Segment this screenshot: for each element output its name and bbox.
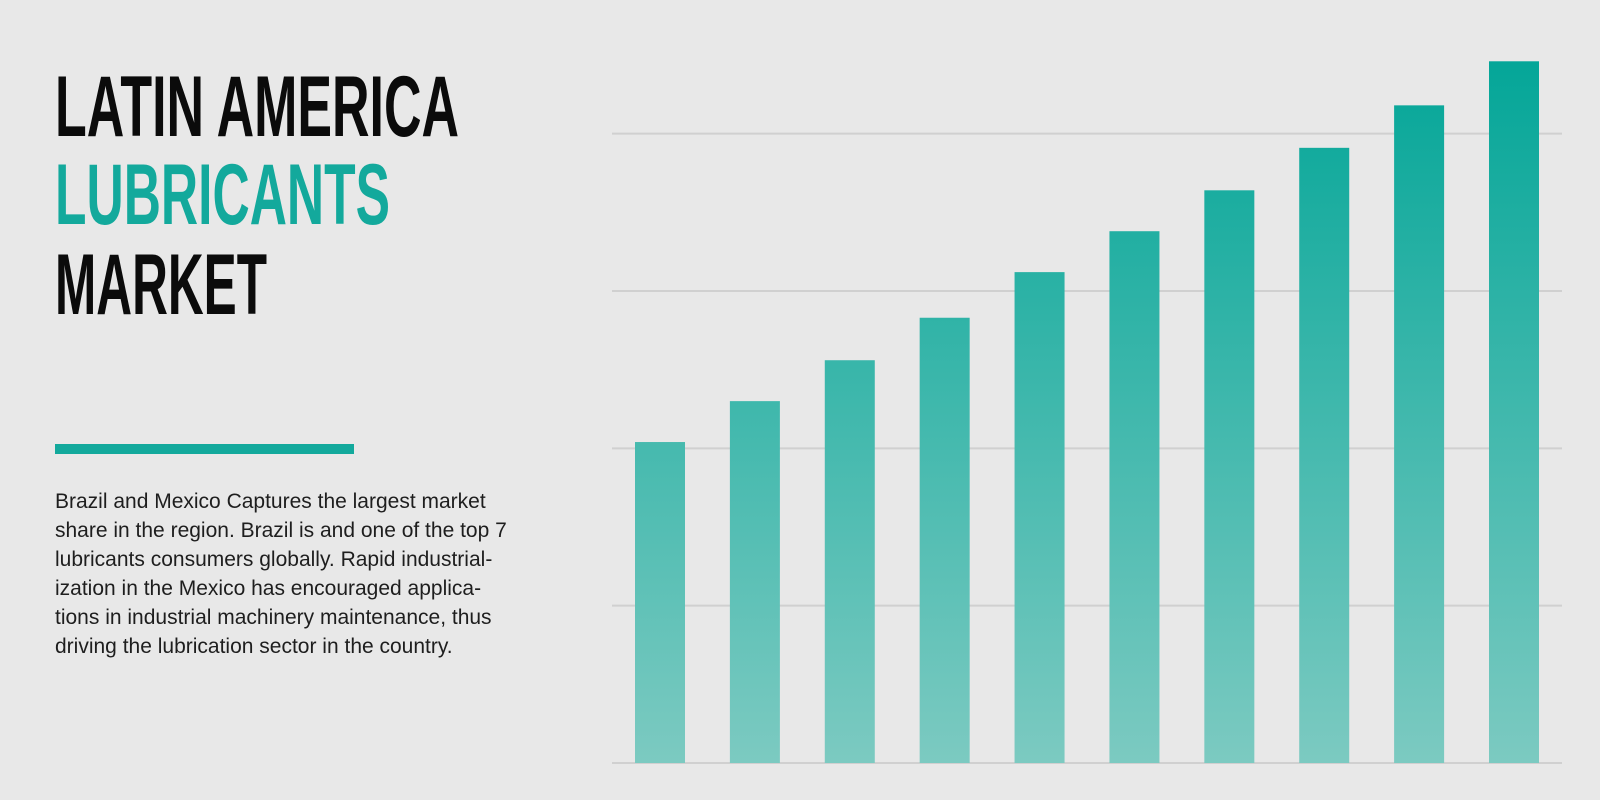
accent-bar (55, 444, 354, 454)
bar (824, 360, 875, 763)
description-line: share in the region. Brazil is and one o… (55, 519, 507, 542)
bar (1109, 231, 1160, 764)
description-line: lubricants consumers globally. Rapid ind… (55, 548, 492, 571)
bar (1489, 61, 1539, 763)
bar (729, 401, 780, 763)
bar (1014, 272, 1065, 763)
description-line: Brazil and Mexico Captures the largest m… (55, 490, 486, 513)
chart (612, 61, 1562, 764)
title-line: LUBRICANTS (55, 147, 390, 243)
description-line: ization in the Mexico has encouraged app… (55, 577, 481, 600)
description-line: tions in industrial machinery maintenanc… (55, 606, 492, 629)
bar (635, 442, 685, 763)
bar (1204, 190, 1255, 764)
description-line: driving the lubrication sector in the co… (55, 635, 453, 658)
bar (919, 317, 970, 763)
description: Brazil and Mexico Captures the largest m… (55, 490, 507, 658)
bar (1394, 105, 1445, 763)
title-line: LATIN AMERICA (55, 59, 459, 155)
bar (1299, 147, 1350, 763)
title-line: MARKET (55, 237, 267, 333)
